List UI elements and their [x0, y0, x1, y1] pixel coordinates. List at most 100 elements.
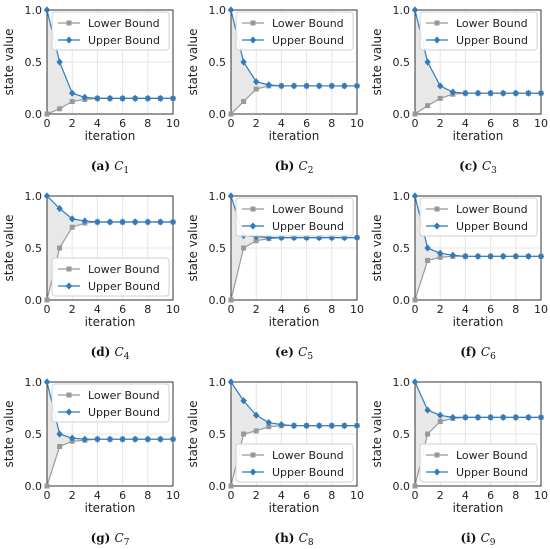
upper-bound-point [81, 217, 88, 225]
subfigure-caption: (e) C5 [275, 345, 313, 362]
legend-label: Lower Bound [88, 263, 160, 276]
upper-bound-point [43, 192, 51, 200]
x-tick-label: 0 [228, 117, 235, 130]
legend-box [51, 383, 170, 423]
x-axis-label: iteration [269, 129, 320, 143]
upper-bound-point [341, 82, 348, 90]
lower-bound-point [44, 483, 50, 489]
upper-bound-point [303, 422, 310, 430]
legend-box [51, 257, 170, 297]
x-tick-label: 2 [437, 303, 444, 316]
lower-bound-point [228, 297, 234, 303]
upper-bound-point [437, 411, 444, 419]
lower-bound-point [241, 99, 247, 105]
lower-bound-point [44, 297, 50, 303]
x-tick-label: 0 [44, 303, 51, 316]
upper-bound-point [227, 378, 235, 386]
y-axis-label: state value [186, 401, 200, 468]
x-tick-label: 6 [303, 489, 310, 502]
x-tick-label: 8 [512, 117, 519, 130]
x-tick-label: 10 [350, 489, 364, 502]
y-tick-label: 1.0 [25, 4, 43, 17]
upper-bound-point [144, 435, 151, 443]
y-axis-label: state value [186, 215, 200, 282]
upper-bound-point [424, 406, 431, 414]
x-tick-label: 4 [278, 303, 285, 316]
x-tick-label: 8 [144, 303, 151, 316]
chart-a: 0 2 4 6 8 10 0.0 0.5 1.0 iteration state value Lowe… [2, 4, 180, 176]
upper-bound-point [512, 413, 519, 421]
plot-frame [230, 381, 358, 487]
x-tick-label: 8 [328, 303, 335, 316]
x-tick-label: 10 [534, 117, 548, 130]
x-tick-label: 2 [253, 117, 260, 130]
upper-bound-point [328, 82, 335, 90]
x-tick-label: 8 [328, 117, 335, 130]
upper-bound-point [424, 58, 431, 66]
y-tick-label: 1.0 [25, 376, 43, 389]
upper-bound-point [240, 58, 247, 66]
x-tick-label: 2 [437, 117, 444, 130]
legend-marker [250, 206, 256, 212]
legend-label: Lower Bound [272, 203, 344, 216]
lower-bound-point [241, 431, 247, 437]
y-tick-label: 0.0 [393, 480, 411, 493]
upper-bound-point [94, 218, 101, 226]
legend-label: Lower Bound [456, 203, 528, 216]
legend-box [51, 11, 170, 51]
x-tick-label: 0 [228, 489, 235, 502]
legend-label: Upper Bound [88, 280, 160, 293]
x-tick-label: 4 [94, 303, 101, 316]
plot-frame [414, 9, 542, 115]
subfigure-caption: (h) C8 [274, 531, 313, 548]
lower-bound-point [437, 95, 443, 101]
x-tick-label: 0 [412, 489, 419, 502]
lower-bound-point [412, 111, 418, 117]
chart-g: 0 2 4 6 8 10 0.0 0.5 1.0 iteration state value Lowe… [2, 376, 180, 548]
upper-bound-point [487, 252, 494, 260]
x-axis-label: iteration [85, 129, 136, 143]
x-tick-label: 10 [534, 303, 548, 316]
upper-bound-point [240, 397, 247, 405]
legend-marker [250, 20, 256, 26]
upper-bound-point [56, 430, 63, 438]
upper-bound-point [43, 6, 51, 14]
upper-bound-point [69, 434, 76, 442]
legend-label: Lower Bound [88, 17, 160, 30]
legend-marker [66, 20, 72, 26]
upper-bound-point [328, 422, 335, 430]
x-tick-label: 2 [253, 303, 260, 316]
plot-frame [46, 195, 174, 301]
lower-bound-point [253, 428, 259, 434]
y-tick-label: 0.0 [209, 480, 227, 493]
y-tick-label: 0.5 [25, 428, 43, 441]
legend-box [235, 443, 354, 483]
legend-label: Lower Bound [456, 449, 528, 462]
y-tick-label: 0.0 [393, 294, 411, 307]
legend-marker [65, 408, 73, 416]
y-axis-label: state value [186, 29, 200, 96]
x-tick-label: 6 [303, 117, 310, 130]
lower-bound-point [228, 483, 234, 489]
upper-bound-point [290, 82, 298, 90]
legend-label: Upper Bound [456, 466, 528, 479]
y-tick-label: 0.5 [25, 242, 43, 255]
y-tick-label: 0.0 [393, 108, 411, 121]
upper-bound-point [119, 218, 126, 226]
upper-bound-point [303, 82, 310, 90]
legend-marker [433, 36, 441, 44]
upper-bound-point [56, 204, 63, 213]
x-tick-label: 8 [144, 117, 151, 130]
legend-marker [250, 452, 256, 458]
upper-bound-point [169, 435, 177, 443]
x-tick-label: 2 [69, 303, 76, 316]
y-axis-label: state value [370, 215, 384, 282]
legend-label: Upper Bound [272, 34, 344, 47]
legend-box [419, 11, 538, 51]
x-axis-label: iteration [85, 501, 136, 515]
upper-bound-point [227, 192, 235, 200]
x-tick-label: 4 [94, 117, 101, 130]
chart-i: 0 2 4 6 8 10 0.0 0.5 1.0 iteration state value Lowe… [370, 376, 548, 548]
x-tick-label: 4 [278, 117, 285, 130]
